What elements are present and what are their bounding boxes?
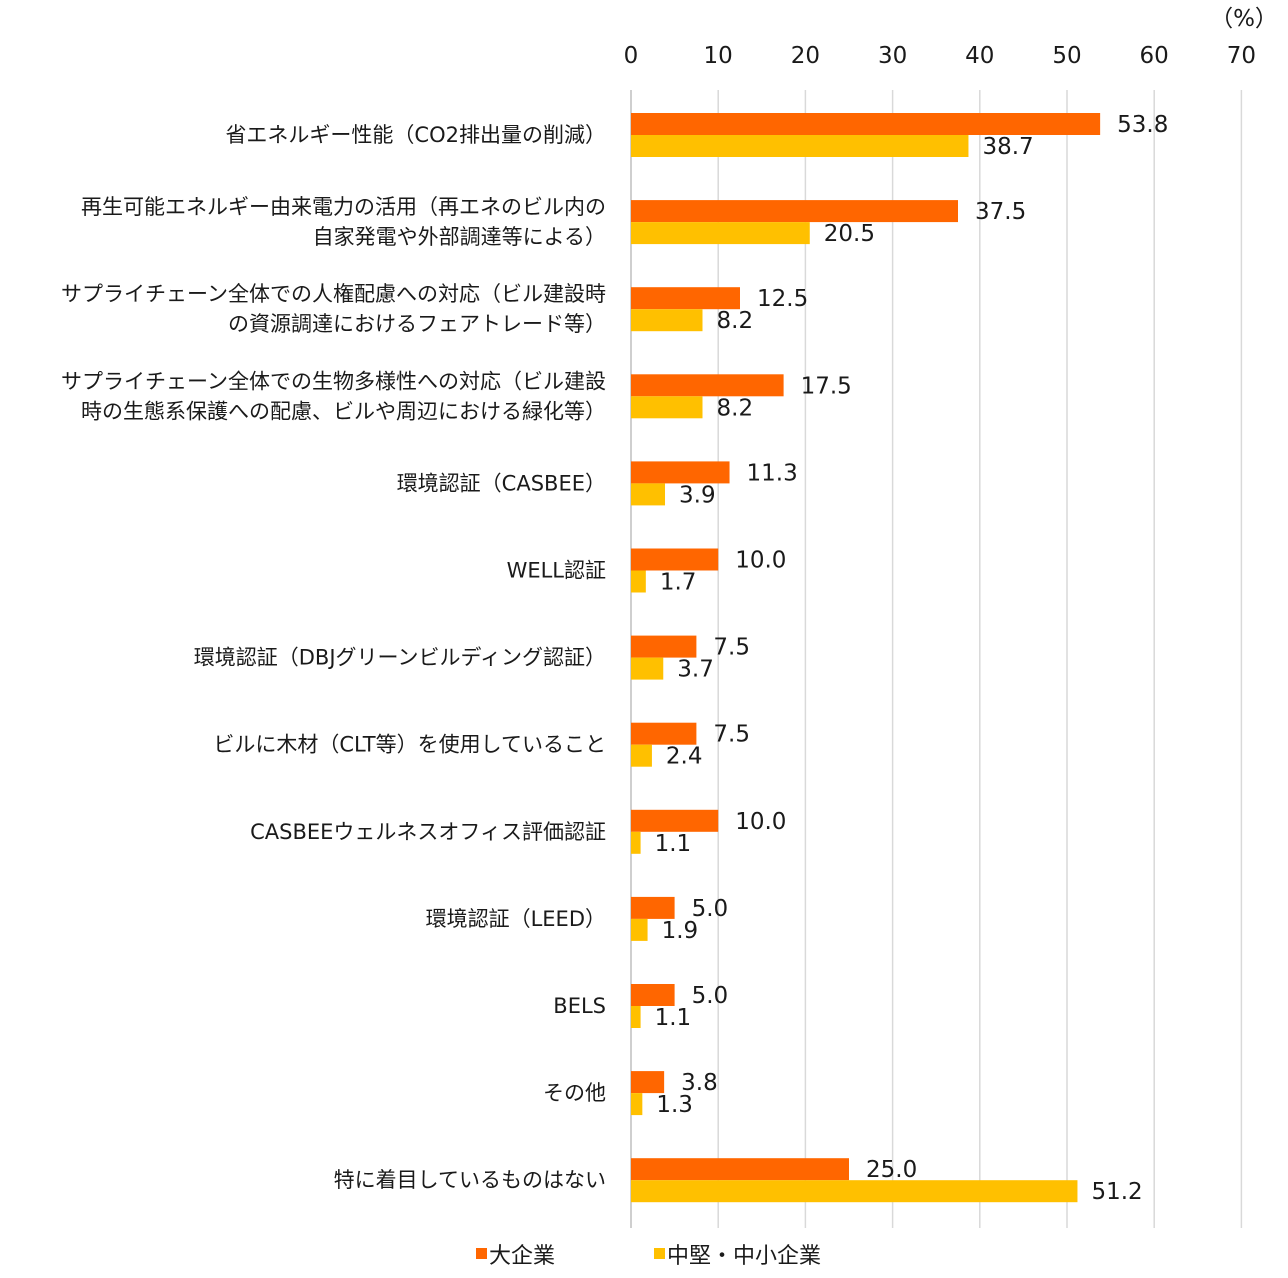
bar — [631, 831, 641, 854]
category-label: サプライチェーン全体での生物多様性への対応（ビル建設 — [61, 369, 606, 393]
data-label: 1.7 — [660, 570, 697, 596]
category-labels: 省エネルギー性能（CO2排出量の削減） 再生可能エネルギー由来電力の活用（再エネの… — [61, 123, 606, 1192]
data-label: 1.1 — [655, 1005, 692, 1031]
bar — [631, 222, 810, 245]
data-label: 37.5 — [975, 199, 1026, 225]
data-label: 17.5 — [801, 373, 852, 399]
legend: 大企業 中堅・中小企業 — [476, 1244, 821, 1269]
unit-label: （%） — [1210, 6, 1278, 32]
category-label: 環境認証（DBJグリーンビルディング認証） — [194, 646, 606, 670]
bar — [631, 1093, 643, 1116]
bar — [631, 200, 958, 223]
x-tick-label: 0 — [624, 43, 639, 69]
category-label: 省エネルギー性能（CO2排出量の削減） — [225, 123, 606, 147]
data-label: 7.5 — [713, 722, 750, 748]
bar — [631, 918, 648, 941]
x-tick-label: 70 — [1227, 43, 1256, 69]
category-label: の資源調達におけるフェアトレード等） — [228, 312, 606, 336]
data-label: 5.0 — [692, 896, 729, 922]
data-labels: 53.838.737.520.512.58.217.58.211.33.910.… — [655, 112, 1169, 1205]
data-label: 1.9 — [662, 918, 699, 944]
bars — [631, 113, 1101, 1203]
category-label: 自家発電や外部調達等による） — [313, 225, 606, 249]
data-label: 11.3 — [747, 460, 798, 486]
x-tick-label: 10 — [704, 43, 733, 69]
x-axis-ticks: 0 10 20 30 40 50 60 70 — [624, 43, 1256, 69]
data-label: 3.9 — [679, 482, 716, 508]
data-label: 3.8 — [681, 1070, 718, 1096]
category-label: 環境認証（CASBEE） — [397, 471, 606, 495]
bar — [631, 657, 664, 680]
bar — [631, 461, 730, 484]
category-label: CASBEEウェルネスオフィス評価認証 — [250, 820, 606, 844]
bar — [631, 896, 675, 919]
category-label: 特に着目しているものはない — [334, 1168, 606, 1192]
legend-label: 大企業 — [489, 1244, 555, 1269]
category-label: ビルに木材（CLT等）を使用していること — [213, 733, 606, 757]
bar — [631, 135, 969, 157]
bar — [631, 113, 1101, 135]
x-tick-label: 20 — [791, 43, 820, 69]
bar — [631, 1071, 665, 1094]
data-label: 7.5 — [713, 635, 750, 661]
legend-swatch — [654, 1248, 665, 1259]
category-label: その他 — [543, 1081, 606, 1105]
x-tick-label: 40 — [965, 43, 994, 69]
data-label: 5.0 — [692, 983, 729, 1009]
data-label: 3.7 — [677, 657, 714, 683]
data-label: 38.7 — [982, 134, 1033, 160]
category-label: サプライチェーン全体での人権配慮への対応（ビル建設時 — [61, 282, 606, 306]
data-label: 12.5 — [757, 286, 808, 312]
bar — [631, 396, 703, 419]
category-label: 時の生態系保護への配慮、ビルや周辺における緑化等） — [81, 399, 606, 423]
bar — [631, 374, 784, 397]
x-tick-label: 30 — [878, 43, 907, 69]
category-label: 再生可能エネルギー由来電力の活用（再エネのビル内の — [81, 195, 606, 219]
data-label: 53.8 — [1117, 112, 1168, 138]
category-label: BELS — [553, 994, 606, 1018]
bar — [631, 287, 740, 310]
bar — [631, 1180, 1078, 1203]
x-tick-label: 50 — [1052, 43, 1081, 69]
bar — [631, 1006, 641, 1028]
data-label: 1.1 — [655, 831, 692, 857]
bar — [631, 548, 719, 571]
x-tick-label: 60 — [1140, 43, 1169, 69]
data-label: 51.2 — [1091, 1179, 1142, 1205]
data-label: 1.3 — [656, 1092, 693, 1118]
category-label: 環境認証（LEED） — [426, 907, 606, 931]
bar — [631, 984, 675, 1006]
data-label: 2.4 — [666, 744, 703, 770]
bar — [631, 722, 697, 745]
bar — [631, 309, 703, 332]
data-label: 10.0 — [735, 809, 786, 835]
data-label: 25.0 — [866, 1157, 917, 1183]
data-label: 20.5 — [824, 221, 875, 247]
bar — [631, 570, 646, 593]
data-label: 8.2 — [717, 308, 754, 334]
legend-swatch — [476, 1248, 487, 1259]
bar — [631, 744, 652, 767]
bar — [631, 1158, 849, 1181]
legend-label: 中堅・中小企業 — [667, 1244, 821, 1269]
data-label: 8.2 — [717, 395, 754, 421]
bar — [631, 635, 697, 658]
bar — [631, 809, 719, 832]
category-label: WELL認証 — [507, 559, 606, 583]
data-label: 10.0 — [735, 548, 786, 574]
bar — [631, 483, 666, 506]
gridlines — [630, 90, 1243, 1228]
